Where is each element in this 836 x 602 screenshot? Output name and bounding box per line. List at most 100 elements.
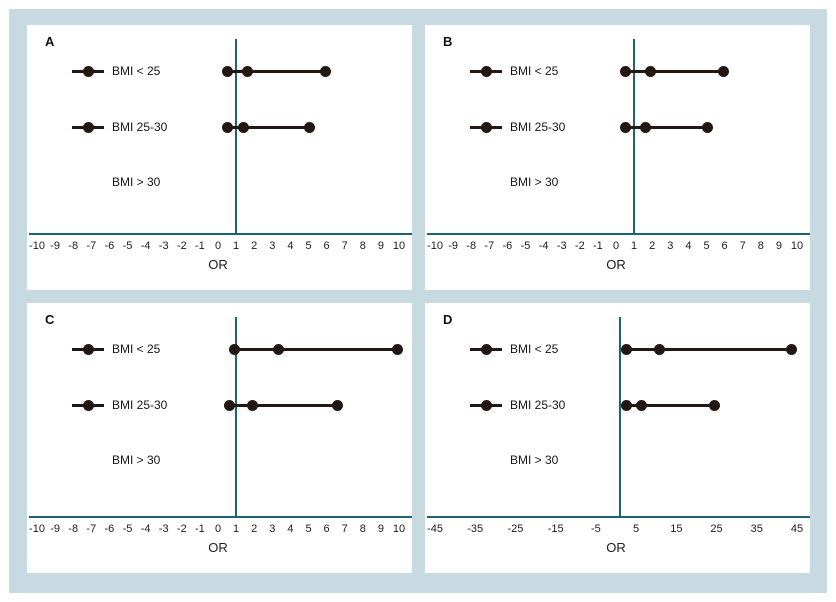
ci-high-dot [717, 66, 729, 77]
axis-tick-label: 9 [377, 523, 384, 535]
axis-tick-label: -8 [68, 240, 79, 252]
panel-grid: A BMI < 25 BMI 25-30 BMI > 30 -10 -9 -8 -7 -6 -5-… [27, 25, 810, 573]
ci-high-dot [785, 344, 797, 355]
axis-tick-label: 8 [359, 240, 366, 252]
estimate-dot [639, 122, 651, 133]
axis-tick-label: 6 [323, 240, 330, 252]
series-label: BMI > 30 [112, 453, 161, 467]
series-label: BMI > 30 [510, 175, 559, 189]
ci-low-dot [620, 400, 632, 411]
series-marker-dot-icon [83, 344, 94, 355]
axis-tick-label: 8 [359, 523, 366, 535]
axis-tick-label: 5 [633, 523, 640, 535]
axis-tick-label: 1 [631, 240, 638, 252]
estimate-dot [272, 344, 284, 355]
axis-tick-label: -2 [574, 240, 585, 252]
axis-tick-label: 4 [287, 240, 294, 252]
axis-tick-label: 10 [392, 240, 406, 252]
axis-tick-label: 1 [233, 240, 240, 252]
axis-tick-label: -4 [140, 523, 151, 535]
reference-line [633, 39, 636, 233]
estimate-dot [654, 344, 666, 355]
series-label: BMI > 30 [510, 453, 559, 467]
series-marker-dot-icon [83, 122, 94, 133]
series-label: BMI < 25 [510, 64, 559, 78]
axis-tick-label: -10 [29, 523, 45, 535]
ci-line [625, 404, 715, 407]
x-axis-line [29, 516, 412, 518]
axis-tick-label: 5 [305, 240, 312, 252]
axis-tick-label: -8 [68, 523, 79, 535]
axis-tick-label: -3 [158, 523, 169, 535]
axis-tick-label: 35 [750, 523, 763, 535]
axis-tick-label: 10 [392, 523, 406, 535]
axis-tick-label: -5 [520, 240, 531, 252]
ci-low-dot [620, 122, 632, 133]
x-axis-title: OR [606, 540, 626, 555]
panel-label: D [443, 312, 453, 327]
reference-line [619, 317, 622, 516]
axis-tick-label: -8 [466, 240, 477, 252]
axis-tick-label: 8 [757, 240, 764, 252]
series-label: BMI 25-30 [510, 398, 566, 412]
series-label: BMI < 25 [112, 342, 161, 356]
figure-background: A BMI < 25 BMI 25-30 BMI > 30 -10 -9 -8 -7 -6 -5-… [9, 9, 827, 593]
series-marker-dot-icon [481, 122, 492, 133]
axis-tick-label: 45 [790, 523, 804, 535]
axis-tick-label: -45 [427, 523, 443, 535]
ci-line [227, 126, 309, 129]
axis-tick-label: -3 [158, 240, 169, 252]
axis-tick-label: 3 [667, 240, 674, 252]
axis-tick-label: -2 [176, 523, 187, 535]
axis-tick-label: -25 [507, 523, 524, 535]
axis-tick-label: 2 [251, 523, 258, 535]
series-label: BMI < 25 [112, 64, 161, 78]
axis-tick-label: -7 [86, 240, 97, 252]
ci-high-dot [701, 122, 713, 133]
panel-label: C [45, 312, 55, 327]
series-marker-dot-icon [481, 344, 492, 355]
axis-tick-label: 4 [287, 523, 294, 535]
series-label: BMI 25-30 [510, 120, 566, 134]
axis-tick-label: 2 [251, 240, 258, 252]
ci-line [228, 404, 338, 407]
axis-tick-label: 0 [612, 240, 620, 252]
series-marker-dot-icon [481, 400, 492, 411]
axis-tick-label: -3 [556, 240, 567, 252]
axis-tick-label: -7 [484, 240, 495, 252]
axis-tick-label: -1 [195, 523, 205, 535]
axis-tick-label: 0 [214, 523, 222, 535]
axis-tick-label: -9 [50, 240, 60, 252]
axis-tick-label: 3 [269, 523, 276, 535]
axis-tick-label: -10 [29, 240, 45, 252]
axis-tick-label: -5 [122, 523, 133, 535]
axis-tick-label: 5 [703, 240, 710, 252]
reference-line [235, 39, 238, 233]
axis-tick-label: -15 [547, 523, 564, 535]
x-axis-title: OR [208, 257, 228, 272]
reference-line [235, 317, 238, 516]
axis-tick-label: 9 [377, 240, 384, 252]
axis-tick-label: -6 [104, 523, 115, 535]
axis-tick-label: 1 [233, 523, 240, 535]
ci-line [227, 70, 325, 73]
axis-tick-label: -2 [176, 240, 187, 252]
x-axis-title: OR [606, 257, 626, 272]
panel-label: A [45, 34, 55, 49]
axis-tick-label: -9 [50, 523, 60, 535]
axis-tick-label: -35 [467, 523, 484, 535]
panel-label: B [443, 34, 453, 49]
x-axis-line [427, 516, 810, 518]
axis-tick-label: -5 [122, 240, 133, 252]
ci-high-dot [319, 66, 331, 77]
axis-tick-label: 15 [670, 523, 683, 535]
axis-tick-label: -6 [104, 240, 115, 252]
axis-tick-label: 7 [739, 240, 746, 252]
series-label: BMI 25-30 [112, 398, 168, 412]
series-label: BMI > 30 [112, 175, 161, 189]
axis-tick-label: 4 [685, 240, 692, 252]
x-axis-line [427, 233, 810, 235]
ci-low-dot [222, 122, 234, 133]
axis-tick-label: 7 [341, 523, 348, 535]
